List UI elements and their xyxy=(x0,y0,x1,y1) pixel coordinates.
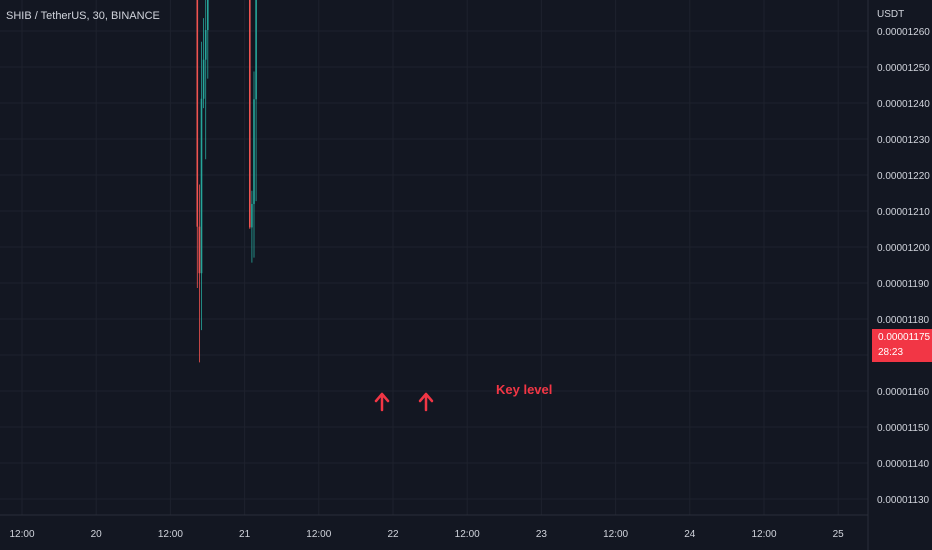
y-tick-label: 0.00001260 xyxy=(877,27,930,38)
x-tick-label: 24 xyxy=(684,529,696,540)
grid-lines xyxy=(0,0,869,550)
x-axis: 12:00 20 12:00 21 12:00 22 12:00 23 12:00 24 12:00… xyxy=(9,529,844,540)
y-tick-label: 0.00001240 xyxy=(877,99,930,110)
candle-body xyxy=(207,0,209,31)
x-tick-label: 12:00 xyxy=(306,529,331,540)
x-tick-label: 22 xyxy=(387,529,399,540)
x-tick-label: 12:00 xyxy=(9,529,34,540)
y-tick-label: 0.00001220 xyxy=(877,171,930,182)
y-tick-label: 0.00001190 xyxy=(877,279,930,290)
x-tick-label: 25 xyxy=(833,529,845,540)
candle-body xyxy=(249,0,251,228)
up-arrows xyxy=(374,392,434,412)
up-arrow-icon xyxy=(374,392,390,412)
y-tick-label: 0.00001200 xyxy=(877,243,930,254)
y-tick-label: 0.00001180 xyxy=(877,315,930,326)
x-tick-label: 12:00 xyxy=(751,529,776,540)
y-tick-label: 0.00001210 xyxy=(877,207,930,218)
candle-body xyxy=(255,0,257,100)
candle-body xyxy=(204,30,207,60)
candle-body xyxy=(196,0,199,227)
symbol-title: SHIB / TetherUS, 30, BINANCE xyxy=(6,10,160,22)
y-tick-label: 0.00001150 xyxy=(877,423,930,434)
y-tick-label: 0.00001230 xyxy=(877,135,930,146)
currency-label: USDT xyxy=(877,9,905,20)
last-price-tag: 0.00001175 28:23 xyxy=(872,329,932,362)
y-tick-label: 0.00001250 xyxy=(877,63,930,74)
x-tick-label: 20 xyxy=(91,529,103,540)
candle-body xyxy=(200,98,203,274)
candle-body xyxy=(253,99,255,204)
candle-body xyxy=(198,226,201,274)
candles xyxy=(196,0,257,363)
y-tick-label: 0.00001140 xyxy=(877,459,930,470)
candle-countdown: 28:23 xyxy=(878,347,904,358)
x-tick-label: 12:00 xyxy=(158,529,183,540)
y-tick-label: 0.00001130 xyxy=(877,495,930,506)
y-tick-label: 0.00001160 xyxy=(877,387,930,398)
candle-body xyxy=(202,59,205,99)
up-arrow-icon xyxy=(418,392,434,412)
x-tick-label: 23 xyxy=(536,529,548,540)
x-tick-label: 12:00 xyxy=(455,529,480,540)
key-level-label: Key level xyxy=(496,382,553,397)
last-price-value: 0.00001175 xyxy=(878,332,931,343)
x-tick-label: 21 xyxy=(239,529,251,540)
candle-body xyxy=(251,203,253,228)
x-tick-label: 12:00 xyxy=(603,529,628,540)
